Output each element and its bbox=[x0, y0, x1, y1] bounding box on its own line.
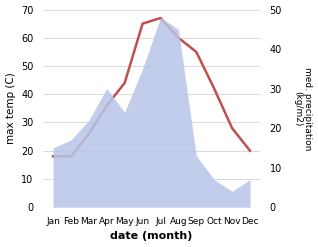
X-axis label: date (month): date (month) bbox=[110, 231, 193, 242]
Y-axis label: med. precipitation
(kg/m2): med. precipitation (kg/m2) bbox=[293, 67, 313, 150]
Y-axis label: max temp (C): max temp (C) bbox=[5, 72, 16, 144]
